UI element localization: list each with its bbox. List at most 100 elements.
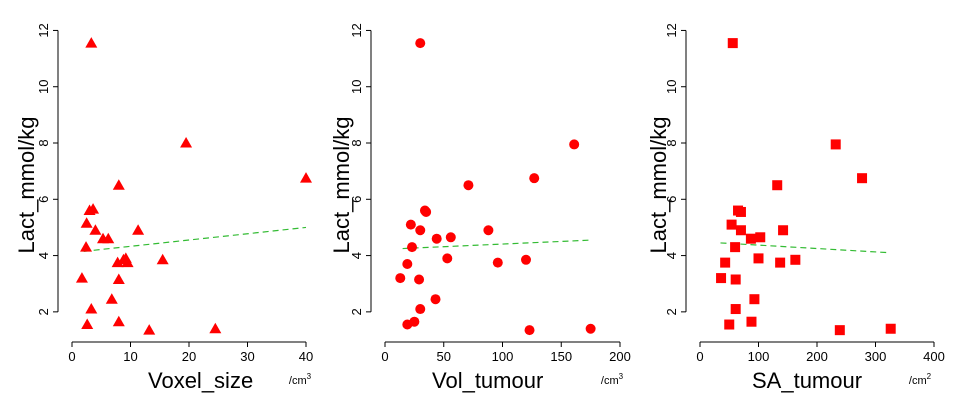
data-point bbox=[521, 254, 531, 265]
x-tick-label: 100 bbox=[748, 349, 770, 364]
x-tick-label: 50 bbox=[437, 349, 451, 364]
data-point bbox=[730, 304, 741, 315]
data-point bbox=[445, 232, 456, 243]
data-point bbox=[730, 274, 741, 285]
data-point bbox=[746, 316, 757, 327]
data-point bbox=[405, 219, 416, 230]
x-tick-label: 300 bbox=[865, 349, 887, 364]
data-point bbox=[442, 253, 453, 264]
data-point bbox=[395, 273, 406, 284]
chart-panel-1: 0 10 20 30 40 2 4 6 8 10 12 Lact_mmol/kg Voxel_size /… bbox=[14, 23, 313, 393]
data-point bbox=[790, 254, 801, 265]
data-point bbox=[585, 323, 596, 334]
data-point bbox=[121, 256, 134, 268]
y-tick-label: 4 bbox=[664, 252, 679, 259]
data-point bbox=[105, 293, 118, 304]
x-axis-unit: /cm3 bbox=[289, 372, 312, 387]
y-tick-label: 6 bbox=[36, 196, 51, 203]
y-tick-label: 12 bbox=[664, 23, 679, 37]
y-tick-label: 10 bbox=[36, 79, 51, 93]
x-tick-label: 20 bbox=[182, 349, 196, 364]
data-point bbox=[778, 225, 789, 236]
x-tick-label: 150 bbox=[550, 349, 572, 364]
data-point bbox=[724, 319, 735, 330]
data-point bbox=[834, 325, 845, 336]
y-tick-label: 6 bbox=[664, 196, 679, 203]
data-point bbox=[89, 224, 102, 235]
x-tick-label: 10 bbox=[123, 349, 137, 364]
data-point bbox=[775, 257, 786, 268]
y-tick-label: 12 bbox=[349, 23, 364, 37]
data-point bbox=[885, 323, 896, 334]
data-point bbox=[772, 180, 783, 191]
data-point bbox=[720, 257, 731, 268]
data-point bbox=[727, 38, 738, 49]
y-axis-title: Lact_mmol/kg bbox=[646, 117, 671, 254]
data-point bbox=[569, 139, 580, 150]
x-tick-label: 200 bbox=[609, 349, 631, 364]
data-point bbox=[132, 224, 145, 235]
fit-line bbox=[83, 226, 307, 252]
y-tick-label: 4 bbox=[349, 252, 364, 259]
x-tick-label: 100 bbox=[492, 349, 514, 364]
y-tick-label: 8 bbox=[36, 139, 51, 146]
data-point bbox=[726, 219, 737, 230]
chart-panel-3: 0 100 200 300 400 2 4 6 8 10 12 Lact_mmol/kg SA_tumo… bbox=[646, 23, 945, 393]
y-axis-title: Lact_mmol/kg bbox=[14, 117, 39, 254]
data-point bbox=[81, 318, 94, 330]
data-point bbox=[80, 241, 93, 252]
data-point bbox=[753, 253, 764, 264]
data-point bbox=[735, 206, 746, 217]
x-tick-label: 400 bbox=[923, 349, 945, 364]
data-point bbox=[180, 137, 193, 148]
x-axis-title: Vol_tumour bbox=[432, 368, 543, 393]
y-tick-label: 2 bbox=[349, 308, 364, 315]
data-point bbox=[730, 242, 741, 253]
data-point bbox=[402, 319, 413, 330]
data-point bbox=[407, 242, 418, 253]
y-tick-label: 4 bbox=[36, 252, 51, 259]
data-point bbox=[111, 256, 124, 268]
data-point bbox=[112, 315, 125, 327]
data-point bbox=[463, 180, 474, 191]
data-point bbox=[430, 294, 441, 305]
y-tick-label: 10 bbox=[349, 79, 364, 93]
y-tick-label: 8 bbox=[349, 139, 364, 146]
data-point bbox=[80, 217, 93, 228]
data-point bbox=[431, 233, 442, 244]
data-point bbox=[300, 172, 312, 183]
data-point bbox=[415, 225, 426, 236]
chart-panel-2: 0 50 100 150 200 2 4 6 8 10 12 Lact_mmol/kg Vol_tumo… bbox=[329, 23, 631, 393]
data-point bbox=[87, 203, 100, 214]
x-tick-label: 0 bbox=[381, 349, 388, 364]
data-point bbox=[209, 322, 222, 334]
data-point bbox=[414, 274, 425, 285]
data-point bbox=[492, 257, 503, 268]
data-point bbox=[745, 233, 756, 244]
x-tick-label: 30 bbox=[240, 349, 254, 364]
data-point bbox=[830, 139, 841, 150]
fit-line bbox=[402, 239, 591, 250]
x-tick-label: 0 bbox=[68, 349, 75, 364]
x-axis-unit: /cm2 bbox=[909, 372, 932, 387]
x-axis-title: SA_tumour bbox=[752, 368, 862, 393]
data-point bbox=[402, 259, 413, 270]
data-point bbox=[85, 37, 98, 48]
y-tick-label: 8 bbox=[664, 139, 679, 146]
data-point bbox=[112, 273, 125, 284]
y-tick-label: 2 bbox=[664, 308, 679, 315]
y-tick-label: 12 bbox=[36, 23, 51, 37]
data-point bbox=[483, 225, 494, 236]
data-point bbox=[143, 324, 156, 335]
x-tick-label: 0 bbox=[696, 349, 703, 364]
data-point bbox=[112, 179, 125, 190]
data-point bbox=[421, 206, 432, 217]
data-point bbox=[97, 232, 110, 244]
y-tick-label: 2 bbox=[36, 308, 51, 315]
data-point bbox=[857, 173, 868, 184]
y-tick-label: 6 bbox=[349, 196, 364, 203]
x-axis-title: Voxel_size bbox=[148, 368, 253, 393]
data-point bbox=[415, 38, 426, 49]
